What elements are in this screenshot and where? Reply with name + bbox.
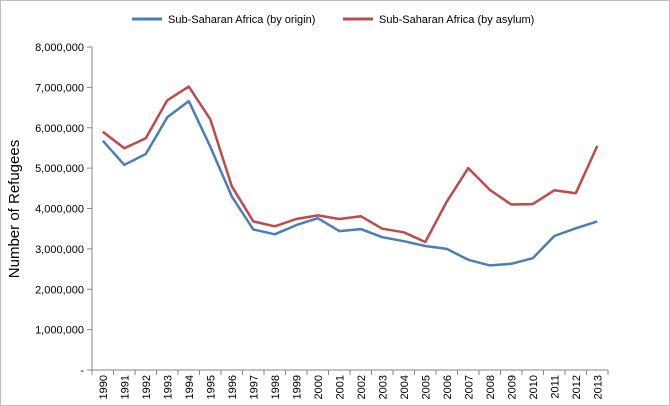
series-line-origin [101, 99, 598, 267]
y-tick-label: 7,000,000 [35, 82, 84, 94]
x-tick-label: 1997 [248, 375, 260, 399]
x-tick-label: 2001 [334, 375, 346, 399]
series-line-asylum [102, 85, 599, 244]
x-tick-label: 2012 [571, 375, 583, 399]
y-tick-label: 5,000,000 [35, 163, 84, 175]
x-tick-label: 2008 [485, 375, 497, 399]
x-tick-label: 2003 [377, 375, 389, 399]
y-tick-label: - [80, 365, 84, 377]
x-tick-label: 2009 [506, 375, 518, 399]
y-tick-label: 6,000,000 [35, 123, 84, 135]
x-ticks: 1990 1991 1992 1993 1994 1995 1996 1997 1998 1999… [91, 370, 609, 399]
x-tick-label: 1998 [270, 375, 282, 399]
x-tick-label: 2010 [528, 375, 540, 399]
axes [91, 47, 608, 371]
x-tick-label: 1990 [98, 375, 110, 399]
y-tick-label: 2,000,000 [35, 284, 84, 296]
x-tick-label: 1999 [291, 375, 303, 399]
y-tick-label: 8,000,000 [35, 42, 84, 54]
series-group [101, 85, 599, 267]
y-tick-label: 1,000,000 [35, 325, 84, 337]
x-tick-label: 2006 [442, 375, 454, 399]
x-tick-label: 2004 [399, 375, 411, 399]
legend: Sub-Saharan Africa (by origin) Sub-Sahar… [132, 14, 534, 26]
y-axis-label: Number of Refugees [6, 140, 23, 278]
x-tick-label: 2005 [420, 375, 432, 399]
x-tick-label: 1992 [141, 375, 153, 399]
x-tick-label: 2007 [463, 375, 475, 399]
x-tick-label: 1994 [184, 375, 196, 399]
y-tick-label: 3,000,000 [35, 244, 84, 256]
x-tick-label: 1995 [205, 375, 217, 399]
y-tick-label: 4,000,000 [35, 204, 84, 216]
x-tick-label: 2011 [549, 375, 561, 399]
x-tick-label: 2000 [313, 375, 325, 399]
x-tick-label: 1993 [162, 375, 174, 399]
x-tick-label: 2002 [356, 375, 368, 399]
legend-label-origin: Sub-Saharan Africa (by origin) [168, 14, 315, 26]
x-tick-label: 1991 [119, 375, 131, 399]
x-tick-label: 2013 [592, 375, 604, 399]
x-tick-label: 1996 [227, 375, 239, 399]
legend-label-asylum: Sub-Saharan Africa (by asylum) [379, 14, 534, 26]
y-ticks: - 1,000,000 2,000,000 3,000,000 4,000,000 5,0… [35, 42, 92, 377]
